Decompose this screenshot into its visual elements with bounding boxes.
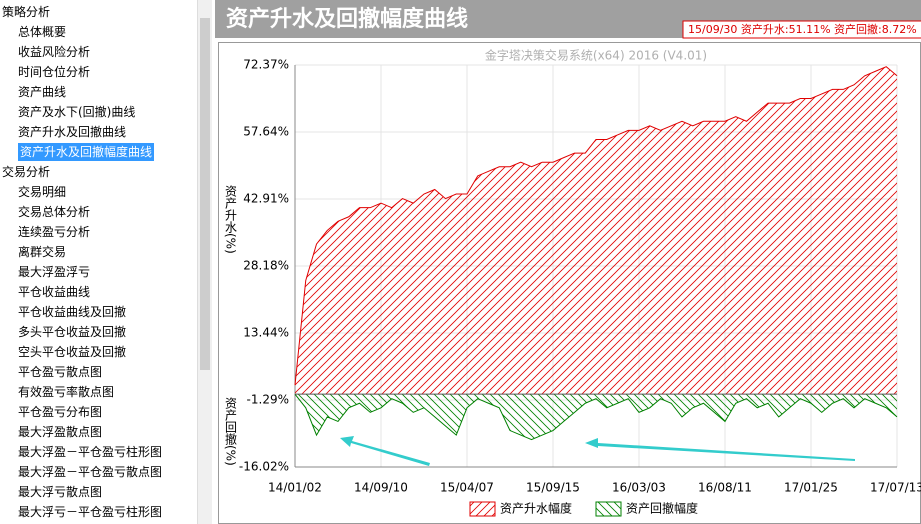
- scroll-thumb[interactable]: [200, 18, 210, 370]
- tree-item[interactable]: 多头平仓收益及回撤: [18, 325, 127, 339]
- tree-panel: 策略分析 总体概要 收益风险分析 时间仓位分析 资产曲线 资产及水下(回撤)曲线 资产升水及…: [0, 0, 197, 524]
- y-tick-label: 28.18%: [243, 258, 289, 272]
- tree-item[interactable]: 空头平仓收益及回撤: [18, 345, 127, 359]
- tree-item[interactable]: 最大浮盈散点图: [18, 425, 103, 439]
- tree-item[interactable]: 平仓收益曲线及回撤: [18, 305, 127, 319]
- area-fill: [295, 394, 897, 440]
- x-tick-label: 17/07/13: [870, 481, 921, 495]
- legend-label: 资产升水幅度: [500, 501, 572, 516]
- tree-item[interactable]: 交易总体分析: [18, 205, 91, 219]
- tree-item[interactable]: 平仓收益曲线: [18, 285, 91, 299]
- tree-item[interactable]: 有效盈亏率散点图: [18, 385, 115, 399]
- area-fill: [295, 66, 897, 395]
- tree-item[interactable]: 资产及水下(回撤)曲线: [18, 105, 136, 119]
- area-line: [294, 66, 898, 386]
- header-title: 资产升水及回撤幅度曲线: [226, 6, 468, 32]
- y-tick-label: -16.02%: [239, 460, 289, 474]
- info-text: 15/09/30 资产升水:51.11% 资产回撤:8.72%: [688, 22, 917, 36]
- area-line: [294, 393, 898, 441]
- x-tick-label: 17/01/25: [784, 481, 838, 495]
- tree-item[interactable]: 最大浮盈－平仓盈亏散点图: [18, 465, 163, 479]
- tree-item[interactable]: 交易明细: [18, 185, 67, 199]
- tree-item[interactable]: 最大浮盈－平仓盈亏柱形图: [18, 445, 163, 459]
- info-box: [682, 20, 921, 39]
- y-tick-label: 42.91%: [243, 191, 289, 205]
- x-tick-label: 15/09/15: [526, 481, 580, 495]
- tree-item[interactable]: 交易分析: [2, 165, 51, 179]
- x-tick-label: 16/03/03: [612, 481, 666, 495]
- tree-item[interactable]: 资产升水及回撤曲线: [18, 125, 127, 139]
- tree-item[interactable]: 资产升水及回撤幅度曲线: [18, 143, 155, 161]
- scrollbar[interactable]: [197, 0, 212, 524]
- y-tick-label: 13.44%: [243, 326, 289, 340]
- arrow: [585, 438, 855, 461]
- tree-item[interactable]: 连续盈亏分析: [18, 225, 91, 239]
- arrow: [340, 436, 430, 466]
- tree-item[interactable]: 最大浮盈浮亏: [18, 265, 91, 279]
- x-tick-label: 14/01/02: [268, 481, 322, 495]
- tree-item[interactable]: 总体概要: [18, 25, 67, 39]
- tree-item[interactable]: 最大浮亏散点图: [18, 485, 103, 499]
- watermark: 金字塔决策交易系统(x64) 2016 (V4.01): [485, 48, 707, 63]
- tree-item[interactable]: 资产曲线: [18, 85, 67, 99]
- tree-item[interactable]: 时间仓位分析: [18, 65, 91, 79]
- x-tick-label: 15/04/07: [440, 481, 494, 495]
- y-tick-label: 57.64%: [243, 124, 289, 138]
- tree-item[interactable]: 最大浮亏－平仓盈亏柱形图: [18, 505, 163, 519]
- y-tick-label: 72.37%: [243, 58, 289, 72]
- y-axis-label: 资产升水(%): [224, 185, 238, 254]
- tree-item[interactable]: 收益风险分析: [18, 45, 91, 59]
- y-tick-label: -1.29%: [247, 393, 289, 407]
- tree-item[interactable]: 策略分析: [2, 5, 51, 19]
- x-tick-label: 14/09/10: [354, 481, 408, 495]
- legend-swatch: [469, 501, 496, 517]
- tree-item[interactable]: 平仓盈亏散点图: [18, 365, 103, 379]
- legend-swatch: [595, 501, 622, 517]
- y-axis-label: 资产回撤(%): [224, 397, 238, 466]
- legend-label: 资产回撤幅度: [626, 501, 698, 516]
- tree-item[interactable]: 平仓盈亏分布图: [18, 405, 103, 419]
- x-tick-label: 16/08/11: [698, 481, 752, 495]
- tree-item[interactable]: 离群交易: [18, 245, 67, 259]
